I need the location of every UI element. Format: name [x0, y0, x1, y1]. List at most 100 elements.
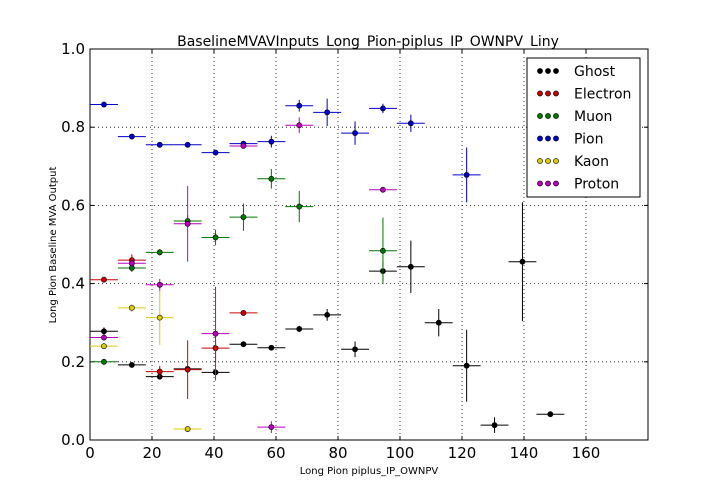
legend-label: Kaon	[574, 154, 609, 170]
data-point	[240, 214, 247, 221]
data-point	[101, 334, 107, 341]
legend-item-ghost: Ghost	[537, 64, 616, 80]
legend: Ghost Electron Muon Pion Kaon Proton	[526, 57, 641, 198]
data-point	[128, 133, 135, 140]
data-point	[407, 120, 414, 127]
data-point	[268, 138, 275, 145]
data-point	[128, 304, 135, 311]
data-point	[156, 141, 163, 148]
legend-item-pion: Pion	[537, 132, 603, 148]
data-point	[212, 234, 219, 241]
data-point	[268, 175, 275, 182]
y-axis-label: Long Pion Baseline MVA Output	[48, 167, 59, 324]
series-pion	[90, 98, 481, 203]
y-tick-label: 0.6	[61, 196, 85, 214]
legend-marker	[553, 158, 559, 164]
x-tick-label: 40	[204, 444, 223, 462]
data-point	[380, 105, 386, 112]
data-point	[212, 149, 219, 156]
chart-title: BaselineMVAVInputs_Long_Pion-piplus_IP_O…	[177, 34, 559, 50]
data-point	[184, 220, 191, 227]
x-tick-label: 160	[572, 444, 601, 462]
data-point	[212, 330, 219, 337]
legend-marker	[553, 68, 559, 74]
data-point	[128, 260, 135, 267]
data-point	[324, 109, 331, 116]
legend-label: Muon	[574, 109, 612, 125]
series-ghost	[90, 202, 565, 433]
data-point	[547, 411, 554, 418]
y-tick-label: 0.8	[61, 118, 85, 136]
data-point	[156, 249, 163, 256]
legend-marker	[537, 68, 543, 74]
data-point	[101, 358, 107, 365]
data-point	[240, 310, 247, 316]
data-point	[352, 346, 358, 353]
legend-label: Electron	[574, 87, 631, 103]
data-point	[352, 130, 358, 136]
y-tick-label: 0.2	[61, 353, 85, 371]
legend-marker	[537, 113, 543, 119]
legend-label: Pion	[574, 132, 603, 148]
legend-marker	[553, 180, 559, 187]
legend-marker	[553, 135, 559, 142]
axis-ticks: 0 20 40 60 80 100 120 140 160 0.0 0.2 0.4 0.6 0.8 1.0	[61, 40, 648, 462]
data-point	[240, 341, 247, 348]
data-point	[101, 276, 107, 283]
legend-marker	[545, 68, 551, 74]
legend-label: Ghost	[574, 64, 616, 80]
plot-frame	[89, 48, 649, 441]
legend-marker	[545, 113, 551, 119]
data-point	[519, 258, 526, 265]
y-tick-label: 0.4	[61, 275, 85, 293]
data-point	[296, 326, 303, 332]
x-tick-label: 20	[142, 444, 161, 462]
data-point	[380, 186, 386, 193]
x-axis-label: Long Pion piplus_IP_OWNPV	[300, 466, 439, 477]
data-point	[101, 343, 107, 350]
data-point	[324, 311, 331, 318]
data-point	[184, 366, 191, 373]
x-tick-label: 0	[85, 444, 95, 462]
legend-item-kaon: Kaon	[537, 154, 609, 170]
series-proton	[90, 117, 397, 433]
data-point	[296, 122, 303, 129]
legend-marker	[545, 158, 551, 164]
data-point	[463, 172, 470, 178]
legend-marker	[553, 90, 559, 97]
data-point	[435, 319, 442, 326]
data-point	[268, 424, 275, 430]
x-tick-label: 140	[510, 444, 539, 462]
legend-item-electron: Electron	[537, 87, 631, 103]
data-point	[184, 141, 191, 148]
legend-marker	[537, 135, 543, 142]
legend-item-muon: Muon	[537, 109, 612, 125]
legend-marker	[553, 113, 559, 119]
data-point	[156, 281, 163, 288]
x-tick-label: 100	[386, 444, 415, 462]
data-point	[184, 426, 191, 432]
x-tick-label: 60	[266, 444, 285, 462]
legend-marker	[537, 180, 543, 187]
legend-marker	[545, 135, 551, 142]
legend-box	[526, 57, 641, 198]
legend-marker	[545, 90, 551, 97]
data-layer	[90, 98, 565, 433]
data-point	[491, 422, 498, 429]
data-point	[156, 368, 163, 375]
series-electron	[90, 254, 258, 399]
x-tick-label: 80	[328, 444, 347, 462]
data-point	[296, 102, 303, 109]
data-point	[128, 362, 135, 368]
legend-marker	[537, 158, 543, 164]
data-point	[407, 263, 414, 270]
legend-marker	[545, 180, 551, 187]
legend-label: Proton	[574, 177, 619, 193]
series-kaon	[90, 290, 202, 432]
data-point	[296, 203, 303, 210]
legend-item-proton: Proton	[537, 177, 619, 193]
data-point	[101, 328, 107, 335]
data-point	[240, 143, 247, 149]
data-point	[156, 314, 163, 321]
